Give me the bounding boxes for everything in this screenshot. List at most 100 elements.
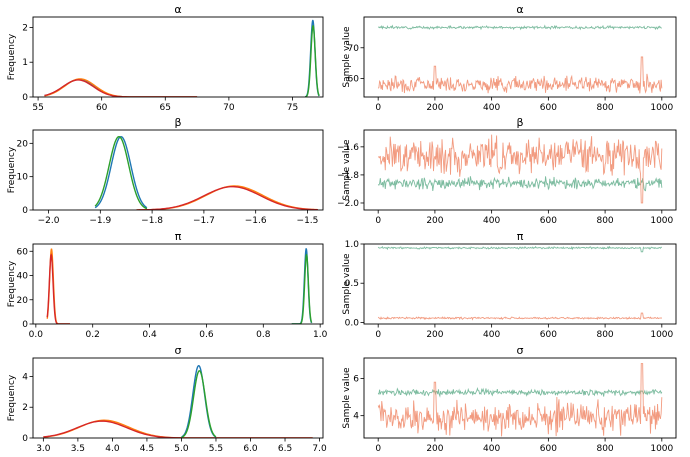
trace-line-1 [377, 386, 663, 398]
y-tick-label: 40 [17, 272, 29, 282]
density-line-2-2 [291, 253, 313, 324]
axes-frame [32, 243, 324, 325]
x-tick-label: 1000 [650, 103, 673, 113]
panel-5: π Frequency 0.0 0.2 0.4 0.6 0.8 1.0 0 20 40 60 [7, 230, 328, 340]
x-tick-label: 400 [483, 216, 500, 226]
density-line-1-2 [43, 420, 313, 438]
x-tick-label: 4.5 [140, 444, 154, 454]
x-tick-label: 5.0 [174, 444, 189, 454]
x-tick-label: −1.7 [193, 216, 215, 226]
y-axis-label: Frequency [7, 33, 17, 80]
density-line-1-2 [94, 135, 148, 210]
x-tick-label: 0.6 [199, 330, 214, 340]
panel-title: α [174, 3, 181, 16]
y-axis-label: Frequency [7, 374, 17, 421]
trace-line-2 [377, 363, 663, 437]
y-tick-label: 0.0 [345, 318, 360, 328]
x-tick-label: 6.5 [278, 444, 292, 454]
y-tick-label: 1.0 [345, 240, 360, 250]
plot-area [43, 364, 313, 438]
x-tick-label: 1.0 [313, 330, 328, 340]
x-tick-label: 7.0 [312, 444, 327, 454]
x-tick-label: 800 [596, 330, 613, 340]
x-tick-label: 5.5 [209, 444, 223, 454]
x-tick-label: 0.4 [142, 330, 157, 340]
density-line-1-2 [46, 253, 70, 324]
trace-line-1 [377, 24, 662, 31]
panel-7: σ Frequency 3.0 3.5 4.0 4.5 5.0 5.5 6.0 6.5 7.0 0 2 4 [7, 344, 327, 454]
y-axis-label: Frequency [7, 260, 17, 307]
y-tick-label: 0 [22, 320, 28, 330]
y-tick-label: 70 [348, 44, 360, 54]
y-tick-label: 60 [348, 75, 360, 85]
y-tick-label: 0 [22, 206, 28, 216]
axes-frame [32, 129, 324, 211]
trace-line-1 [377, 245, 662, 253]
y-tick-label: 10 [17, 173, 29, 183]
y-axis-label: Sample value [342, 139, 352, 201]
panel-8: σ Sample value 0 200 400 600 800 1000 4 6 [342, 344, 677, 454]
axes-frame [32, 16, 324, 98]
plot-area [94, 135, 318, 210]
panel-4: β Sample value 0 200 400 600 800 1000 −2.0 −1.8 −1… [337, 116, 677, 226]
x-tick-label: 70 [223, 103, 235, 113]
y-axis-label: Sample value [342, 26, 352, 88]
x-tick-label: 3.0 [36, 444, 51, 454]
panel-title: α [516, 3, 523, 16]
panel-3: β Frequency −2.0 −1.9 −1.8 −1.7 −1.6 −1.5 0 10 20 [7, 116, 324, 226]
plot-area [377, 134, 663, 204]
x-tick-label: 200 [426, 216, 443, 226]
x-tick-label: 0 [375, 330, 381, 340]
plot-area [377, 245, 663, 321]
x-tick-label: −1.5 [297, 216, 319, 226]
y-tick-label: 4 [353, 412, 359, 422]
panel-6: π Sample value 0 200 400 600 800 1000 0.0 0.5 1.0 [342, 230, 677, 340]
x-tick-label: 0 [375, 444, 381, 454]
trace-line-2 [377, 312, 663, 321]
trace-line-2 [377, 56, 663, 94]
density-line-2-2 [181, 370, 217, 438]
density-line-2-1 [136, 185, 318, 210]
x-tick-label: 800 [596, 444, 613, 454]
density-line-1-1 [43, 419, 313, 438]
plot-area [46, 248, 313, 324]
y-tick-label: 0 [22, 93, 28, 103]
density-line-2-2 [136, 185, 318, 210]
x-tick-label: 0 [375, 216, 381, 226]
x-tick-label: 0.8 [256, 330, 271, 340]
x-tick-label: 0.2 [86, 330, 100, 340]
trace-line-1 [377, 176, 663, 192]
x-tick-label: −1.6 [245, 216, 267, 226]
density-line-2-2 [305, 25, 320, 97]
y-axis-label: Frequency [7, 146, 17, 193]
x-tick-label: 200 [426, 330, 443, 340]
x-tick-label: −2.0 [38, 216, 60, 226]
axes-frame [363, 243, 677, 325]
y-tick-label: 0 [22, 434, 28, 444]
axes-frame [32, 357, 324, 439]
x-tick-label: 400 [483, 330, 500, 340]
x-tick-label: 60 [96, 103, 108, 113]
plot-area [377, 363, 663, 437]
panel-title: σ [175, 344, 182, 357]
x-tick-label: 65 [160, 103, 171, 113]
panel-title: β [516, 116, 523, 129]
x-tick-label: 400 [483, 103, 500, 113]
y-axis-label: Sample value [342, 253, 352, 315]
x-tick-label: 1000 [650, 330, 673, 340]
x-tick-label: 1000 [650, 444, 673, 454]
y-tick-label: 20 [17, 139, 29, 149]
density-line-1-3 [44, 79, 198, 97]
density-line-1-2 [44, 78, 198, 97]
y-tick-label: 60 [17, 247, 29, 257]
x-tick-label: 0 [375, 103, 381, 113]
density-line-1-1 [94, 135, 148, 209]
x-tick-label: 3.5 [71, 444, 85, 454]
y-tick-label: −1.8 [337, 171, 359, 181]
y-axis-label: Sample value [342, 367, 352, 429]
x-tick-label: −1.8 [141, 216, 163, 226]
y-tick-label: 6 [353, 374, 359, 384]
axes-frame [363, 16, 677, 98]
x-tick-label: 400 [483, 444, 500, 454]
